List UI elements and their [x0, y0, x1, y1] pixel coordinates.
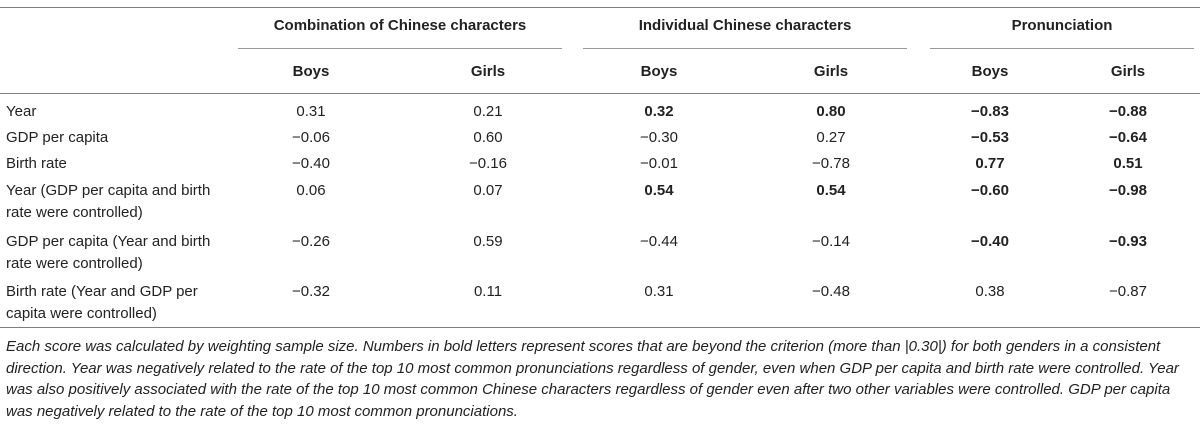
table-cell: 0.51 — [1113, 155, 1143, 172]
table-cell: −0.26 — [292, 233, 330, 250]
table-cell: 0.60 — [473, 129, 503, 146]
table-cell: 0.31 — [296, 103, 326, 120]
row-label: Birth rate (Year and GDP per capita were… — [6, 283, 198, 322]
table-cell: 0.54 — [644, 182, 674, 199]
table-cell: −0.87 — [1109, 283, 1147, 300]
table-cell: −0.40 — [971, 233, 1009, 250]
group-rule-combination — [238, 48, 562, 49]
table-cell: 0.27 — [816, 129, 846, 146]
row-label: Birth rate — [6, 155, 67, 172]
table-cell: 0.59 — [473, 233, 503, 250]
table-cell: −0.30 — [640, 129, 678, 146]
table-cell: −0.48 — [812, 283, 850, 300]
table-cell: 0.32 — [644, 103, 674, 120]
group-header-individual: Individual Chinese characters — [638, 17, 852, 34]
table-footnote: Each score was calculated by weighting s… — [6, 338, 1179, 420]
header-bottom-rule — [0, 93, 1200, 94]
table-cell: −0.16 — [469, 155, 507, 172]
table-cell: 0.80 — [816, 103, 846, 120]
sub-header-girls: Girls — [1110, 63, 1146, 80]
sub-header-girls: Girls — [813, 63, 849, 80]
table-cell: −0.06 — [292, 129, 330, 146]
table-cell: −0.83 — [971, 103, 1009, 120]
table-cell: −0.40 — [292, 155, 330, 172]
table-cell: −0.44 — [640, 233, 678, 250]
table-cell: −0.78 — [812, 155, 850, 172]
table-cell: −0.93 — [1109, 233, 1147, 250]
sub-header-boys: Boys — [971, 63, 1009, 80]
table-cell: −0.32 — [292, 283, 330, 300]
table-cell: −0.98 — [1109, 182, 1147, 199]
table-cell: 0.77 — [975, 155, 1005, 172]
table-cell: 0.11 — [473, 283, 503, 300]
table-cell: 0.07 — [473, 182, 503, 199]
group-header-pronunciation: Pronunciation — [1011, 17, 1113, 34]
table-cell: 0.21 — [473, 103, 503, 120]
table-cell: −0.64 — [1109, 129, 1147, 146]
table-bottom-rule — [0, 327, 1200, 328]
sub-header-girls: Girls — [470, 63, 506, 80]
sub-header-boys: Boys — [640, 63, 678, 80]
group-rule-individual — [583, 48, 907, 49]
row-label: GDP per capita — [6, 129, 109, 146]
sub-header-boys: Boys — [292, 63, 330, 80]
group-rule-pronunciation — [930, 48, 1194, 49]
row-label: Year — [6, 103, 37, 120]
row-label: GDP per capita (Year and birth rate were… — [6, 233, 211, 272]
table-cell: 0.54 — [816, 182, 846, 199]
table-cell: 0.06 — [296, 182, 326, 199]
table-cell: −0.88 — [1109, 103, 1147, 120]
table-cell: −0.60 — [971, 182, 1009, 199]
table-cell: −0.53 — [971, 129, 1009, 146]
table-cell: −0.01 — [640, 155, 678, 172]
table-cell: 0.38 — [975, 283, 1005, 300]
group-header-combination: Combination of Chinese characters — [273, 17, 527, 34]
row-label: Year (GDP per capita and birth rate were… — [6, 182, 211, 221]
table-top-rule — [0, 7, 1200, 8]
table-cell: 0.31 — [644, 283, 674, 300]
table-cell: −0.14 — [812, 233, 850, 250]
